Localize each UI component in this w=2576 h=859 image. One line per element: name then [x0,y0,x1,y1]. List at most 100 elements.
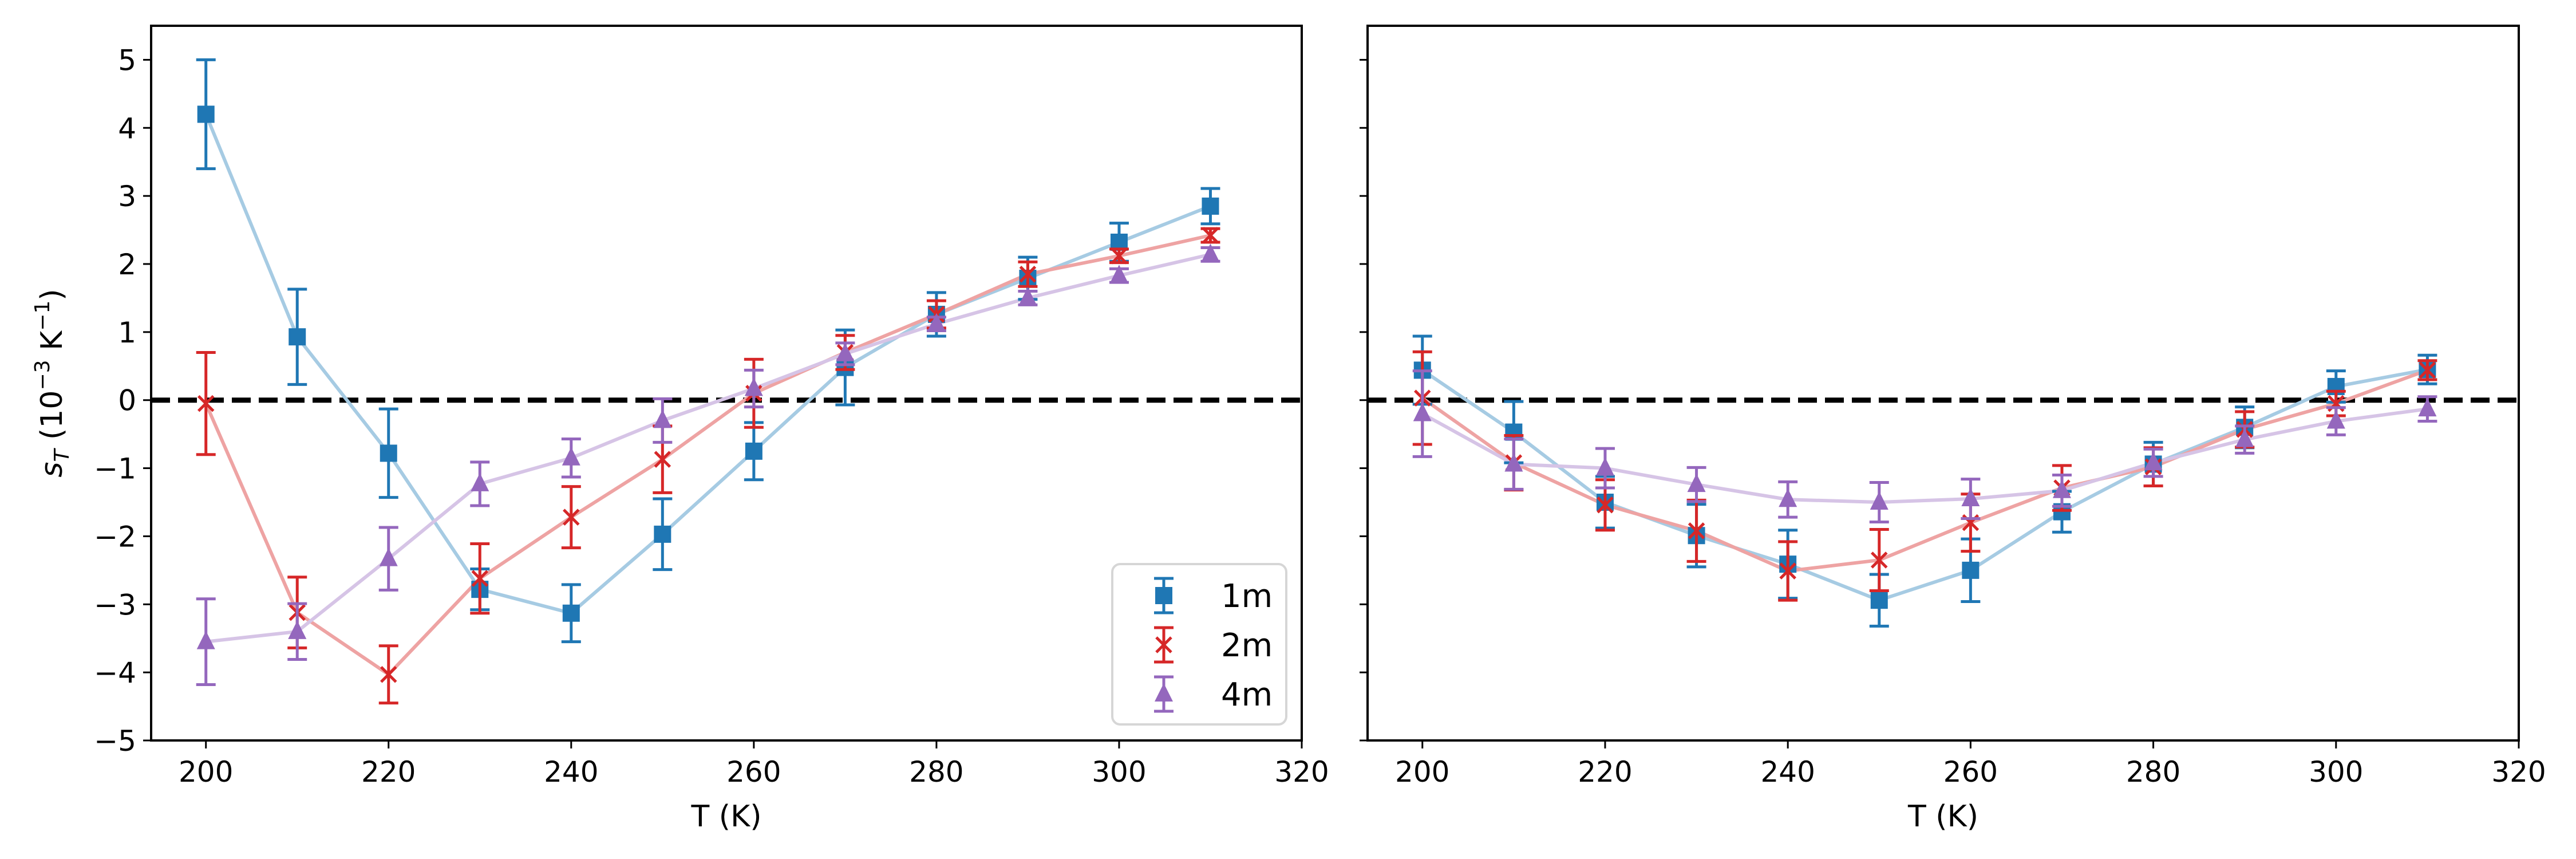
right-line-4m [1421,407,2428,504]
y-label-subscript: T [50,447,74,462]
right-x-tick-label: 300 [2309,755,2363,789]
data-point [380,665,397,683]
left-x-tick-label: 320 [1274,755,1329,789]
y-label-exponent-1: −3 [31,360,54,390]
left-line-2m [204,234,1211,676]
data-point [654,525,671,543]
left-y-tick-label: 5 [118,44,136,77]
data-point [2326,410,2345,429]
legend-item-1m: 1m [1154,577,1273,615]
right-x-axis-label: T (K) [1907,799,1978,834]
y-label-prefix: (10 [35,391,69,450]
data-point [562,447,580,466]
y-label-close: ) [35,289,69,300]
right-x-ticks: 200 220 240 260 280 300 320 [1395,740,2546,789]
data-point [1413,403,1432,421]
legend-label-2m: 2m [1221,627,1273,664]
y-label-symbol: s [35,462,69,477]
data-point [197,395,215,412]
data-point [1779,562,1796,580]
right-x-tick-label: 280 [2126,755,2180,789]
data-point [1201,243,1220,262]
legend: 1m 2m 4m [1111,563,1287,726]
data-point [1779,488,1797,507]
data-point [744,377,763,396]
data-point [1870,491,1888,510]
y-axis-label: sT (10−3 K−1) [31,289,74,477]
right-line-1m [1421,368,2428,602]
left-y-tick-label: 2 [118,248,136,281]
left-x-axis-label: T (K) [691,799,762,834]
data-point [2235,428,2254,447]
data-point [745,442,762,460]
data-point [1962,561,1980,579]
left-x-tick-label: 260 [726,755,781,789]
legend-label-4m: 4m [1221,676,1273,714]
data-point [1019,266,1037,283]
legend-label-1m: 1m [1221,578,1273,615]
data-point [1018,287,1037,306]
left-y-tick-label: −5 [94,724,136,758]
data-point [927,313,946,332]
data-point [1961,488,1980,507]
left-y-tick-label: 3 [118,180,136,213]
data-point [562,604,580,622]
data-point [2144,452,2163,471]
legend-marker-1m [1155,587,1172,604]
right-series-4m [1412,369,2437,523]
left-y-tick-label: 1 [118,316,136,349]
data-point [197,105,215,123]
left-y-tick-label: −4 [94,656,136,689]
data-point [1202,197,1219,215]
right-series-layer [1412,334,2437,628]
right-x-tick-label: 260 [1943,755,1998,789]
left-y-tick-label: −1 [94,452,136,486]
left-series-4m [196,243,1220,687]
data-point [1595,457,1614,476]
right-x-tick-label: 220 [1578,755,1632,789]
left-x-tick-label: 240 [544,755,598,789]
legend-item-2m: 2m [1154,626,1273,664]
right-y-ticks [1360,58,1368,742]
legend-item-4m: 4m [1154,675,1273,714]
data-point [1597,496,1614,514]
right-axes-frame [1366,25,2520,742]
data-point [1504,453,1523,472]
data-point [1871,551,1888,569]
right-panel: 200 220 240 260 280 300 320 T (K) [1360,25,2546,834]
data-point [2419,361,2436,379]
data-point [196,631,215,649]
right-x-tick-label: 240 [1760,755,1815,789]
left-series-layer [196,58,1220,705]
left-x-ticks: 200 220 240 260 280 300 320 [179,740,1329,789]
data-point [471,472,489,491]
data-point [380,444,397,462]
left-y-tick-label: −3 [94,588,136,621]
data-point [563,509,580,526]
data-point [1111,247,1128,265]
data-point [1870,592,1888,609]
data-point [654,451,671,468]
data-point [1687,474,1706,492]
data-point [1202,227,1219,244]
left-x-tick-label: 220 [361,755,416,789]
left-y-tick-label: 0 [118,384,136,417]
data-point [836,342,855,361]
left-y-tick-label: −2 [94,520,136,553]
data-point [289,328,306,346]
left-line-4m [206,253,1211,644]
y-label-unit: K [35,330,69,360]
left-x-tick-label: 200 [179,755,233,789]
left-y-ticks: −5 −4 −3 −2 −1 0 1 2 3 4 5 [94,44,151,758]
legend-marker-4m [1155,683,1173,702]
y-label-exponent-2: −1 [31,301,54,331]
right-x-tick-label: 200 [1395,755,1449,789]
left-x-tick-label: 280 [909,755,963,789]
data-point [2418,398,2437,417]
data-point [379,547,398,566]
right-x-tick-label: 320 [2491,755,2546,789]
left-x-tick-label: 300 [1092,755,1146,789]
left-y-tick-label: 4 [118,112,136,145]
